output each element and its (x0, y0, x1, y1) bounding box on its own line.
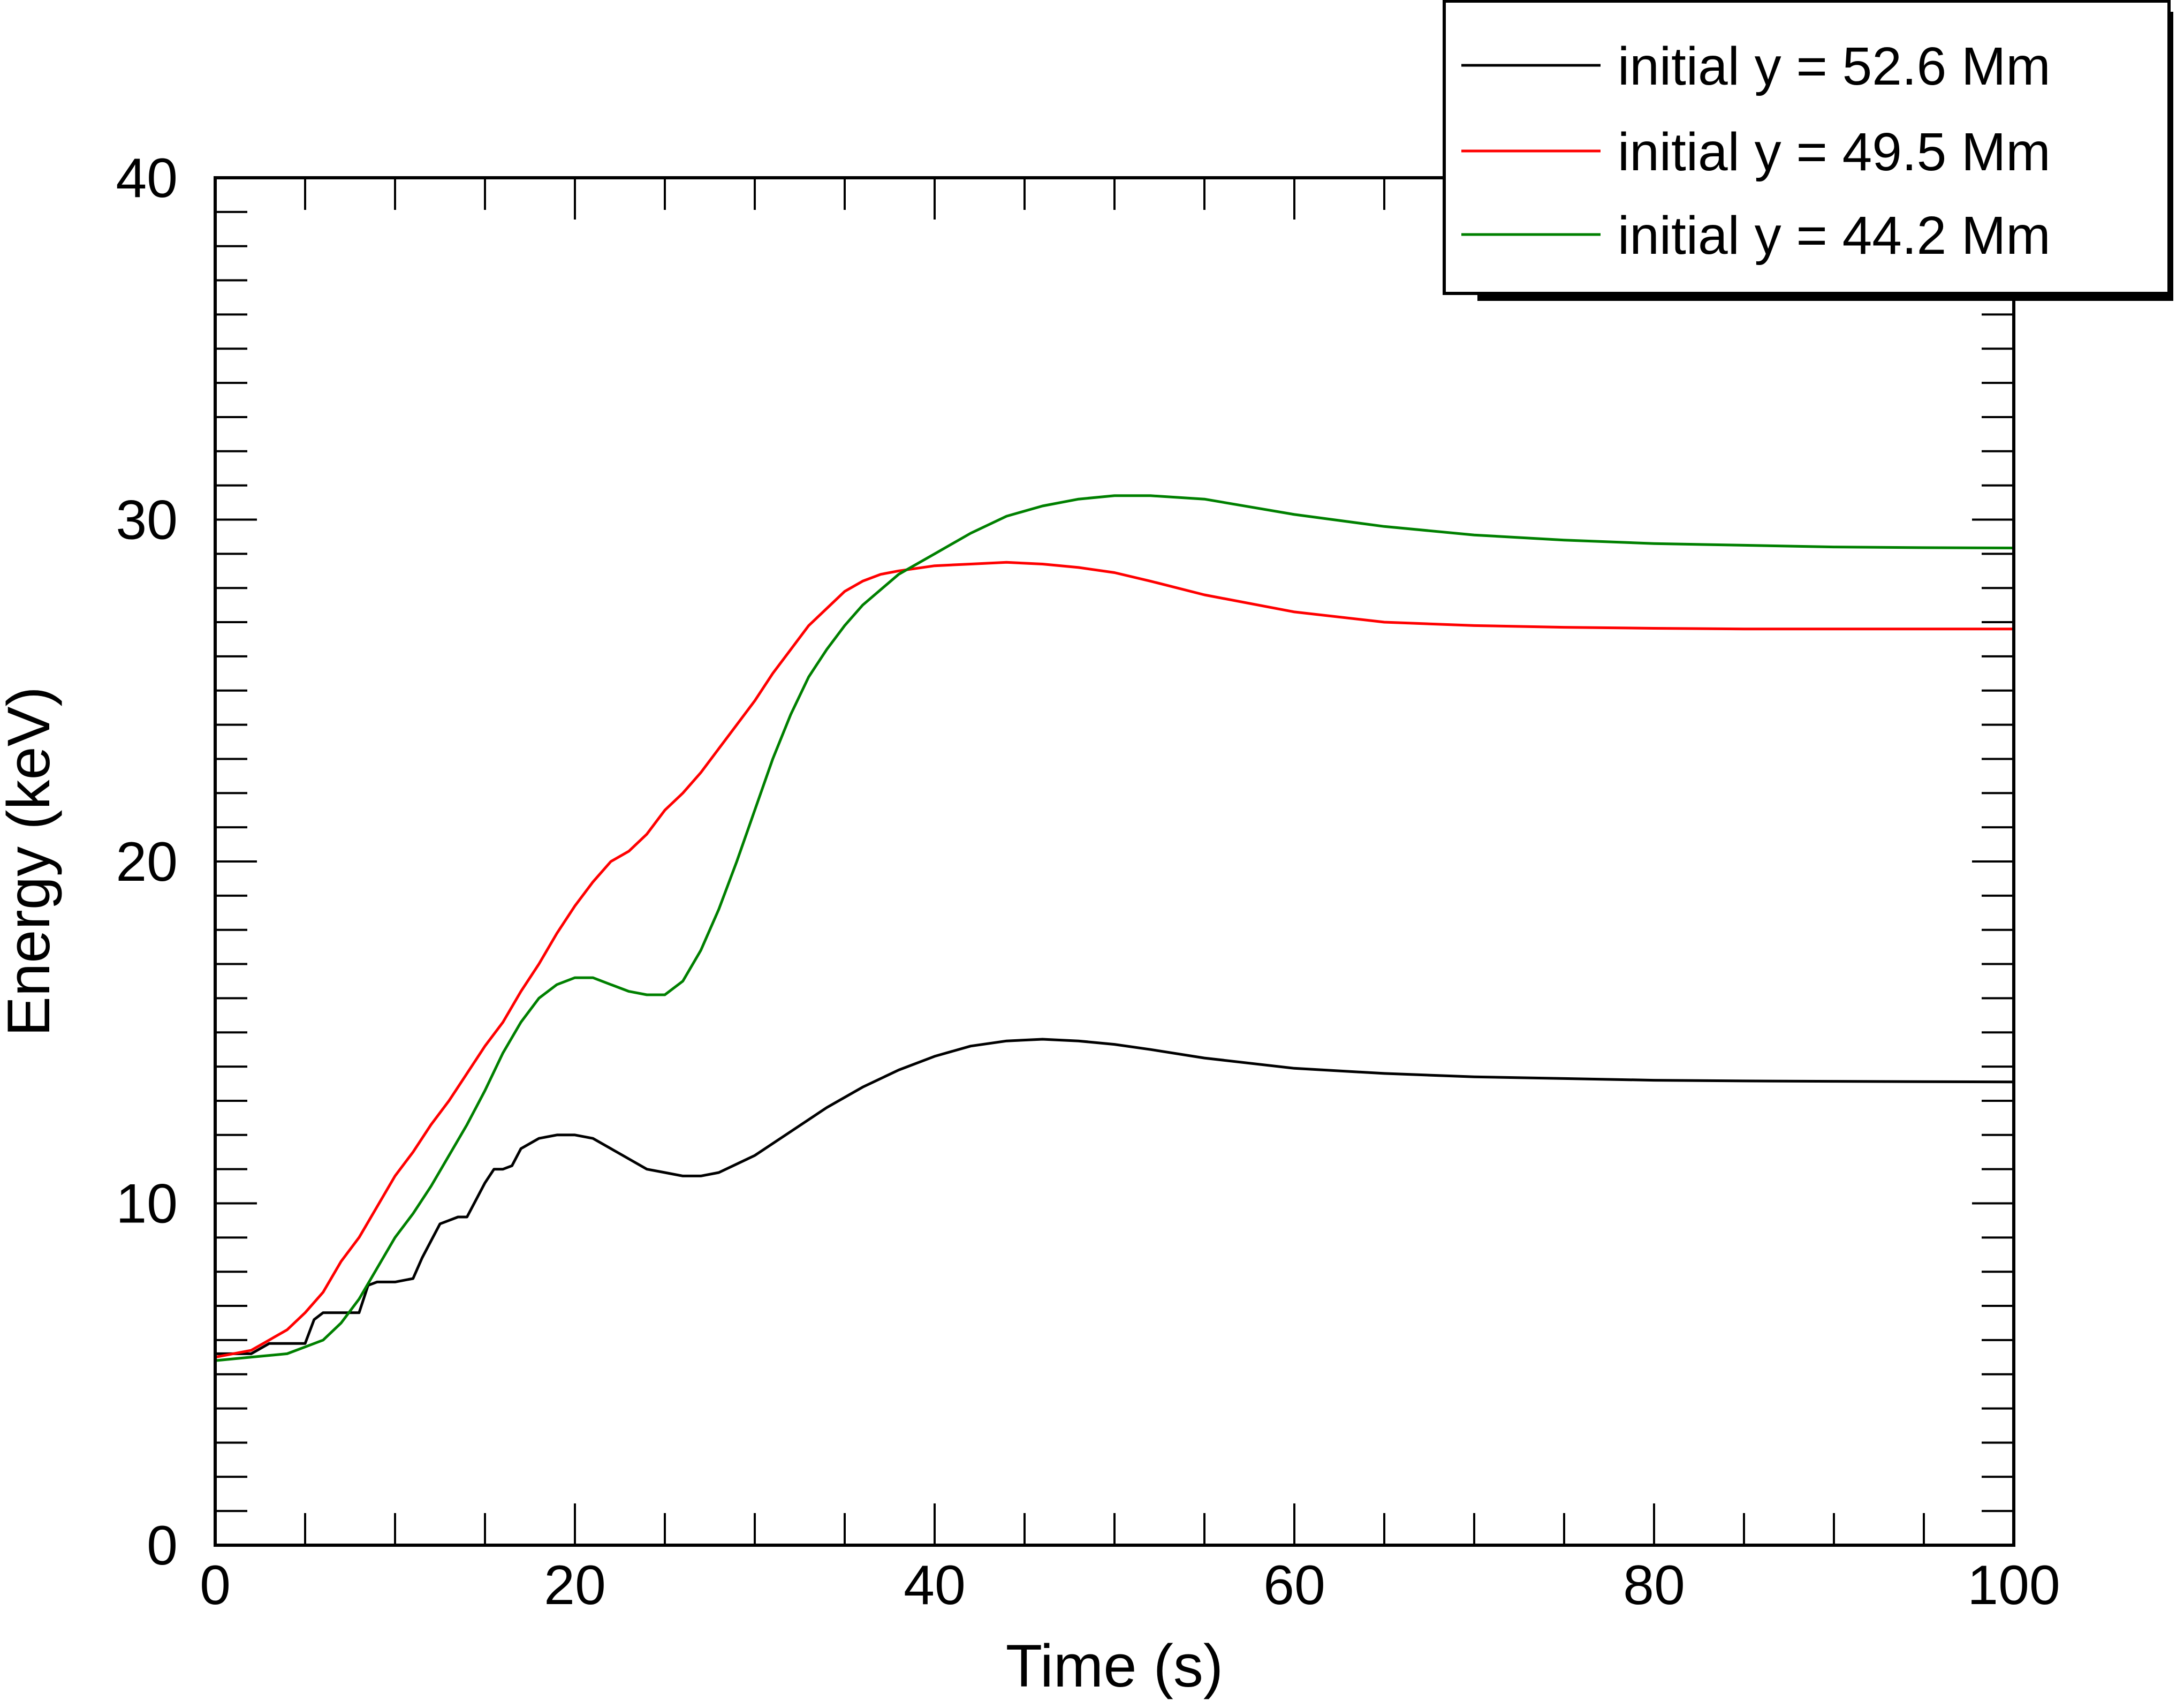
legend-entries: initial y = 52.6 Mm initial y = 49.5 Mm in… (1461, 36, 2051, 266)
x-tick-label: 20 (544, 1554, 606, 1616)
x-tick-label: 60 (1263, 1554, 1325, 1616)
y-tick-label: 30 (116, 489, 178, 551)
x-tick-label: 100 (1967, 1554, 2060, 1616)
legend-label-1: initial y = 52.6 Mm (1618, 36, 2051, 96)
x-tick-label: 40 (904, 1554, 966, 1616)
x-tick-label: 80 (1623, 1554, 1685, 1616)
y-axis-title: Energy (keV) (0, 686, 62, 1037)
series-line-1 (214, 1038, 2015, 1355)
plot-frame (214, 176, 2015, 1547)
legend-label-2: initial y = 49.5 Mm (1618, 122, 2051, 182)
tick-labels: 0 20 40 60 80 100 0 10 20 30 40 (116, 147, 2060, 1616)
series-line-2 (214, 561, 2015, 1359)
legend: initial y = 52.6 Mm initial y = 49.5 Mm in… (1443, 0, 2173, 301)
x-tick-label: 0 (200, 1554, 231, 1616)
legend-box (1443, 0, 2171, 295)
y-tick-label: 0 (147, 1515, 178, 1577)
x-axis-title: Time (s) (1006, 1632, 1223, 1699)
axis-ticks (214, 177, 2015, 1546)
series-line-3 (214, 494, 2015, 1362)
y-tick-label: 40 (116, 147, 178, 209)
y-tick-label: 20 (116, 831, 178, 893)
legend-label-3: initial y = 44.2 Mm (1618, 206, 2051, 266)
series-lines (214, 494, 2015, 1362)
y-tick-label: 10 (116, 1173, 178, 1235)
